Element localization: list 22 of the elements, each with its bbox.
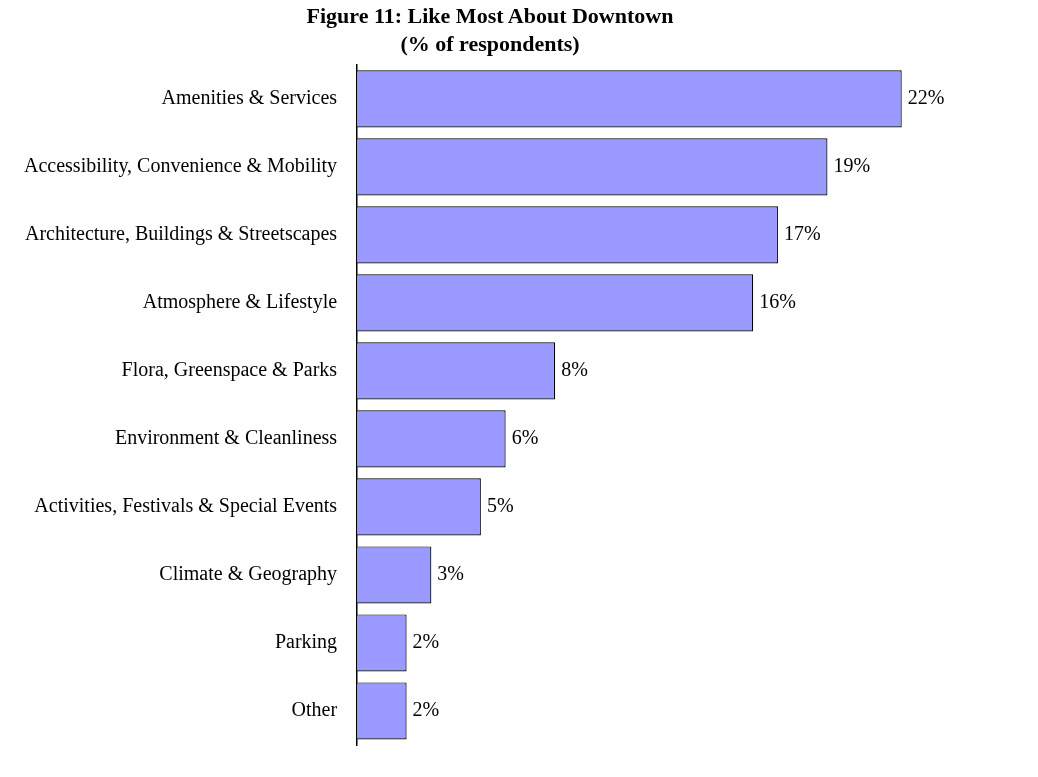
y-tick-label: Accessibility, Convenience & Mobility (23, 154, 338, 178)
data-label: 2% (412, 630, 440, 653)
data-label: 17% (783, 222, 821, 245)
data-label: 16% (759, 290, 796, 313)
data-label: 3% (437, 562, 465, 585)
y-tick-label: Other (291, 698, 338, 721)
data-label: 6% (511, 426, 539, 449)
y-tick-label: Architecture, Buildings & Streetscapes (24, 222, 338, 246)
data-label: 2% (412, 698, 440, 721)
chart-title: Figure 11: Like Most About Downtown (306, 2, 674, 28)
data-label: 22% (907, 86, 945, 109)
data-label: 19% (833, 154, 871, 177)
y-tick-label: Amenities & Services (161, 86, 338, 109)
y-tick-label: Parking (274, 630, 338, 654)
y-tick-label: Environment & Cleanliness (114, 426, 338, 449)
y-tick-label: Activities, Festivals & Special Events (34, 494, 338, 518)
chart-subtitle: (% of respondents) (400, 31, 580, 57)
y-tick-label: Atmosphere & Lifestyle (142, 290, 338, 314)
y-tick-label: Climate & Geography (159, 562, 338, 586)
data-label: 8% (561, 358, 588, 381)
y-tick-label: Flora, Greenspace & Parks (121, 358, 338, 382)
data-label: 5% (486, 494, 514, 517)
